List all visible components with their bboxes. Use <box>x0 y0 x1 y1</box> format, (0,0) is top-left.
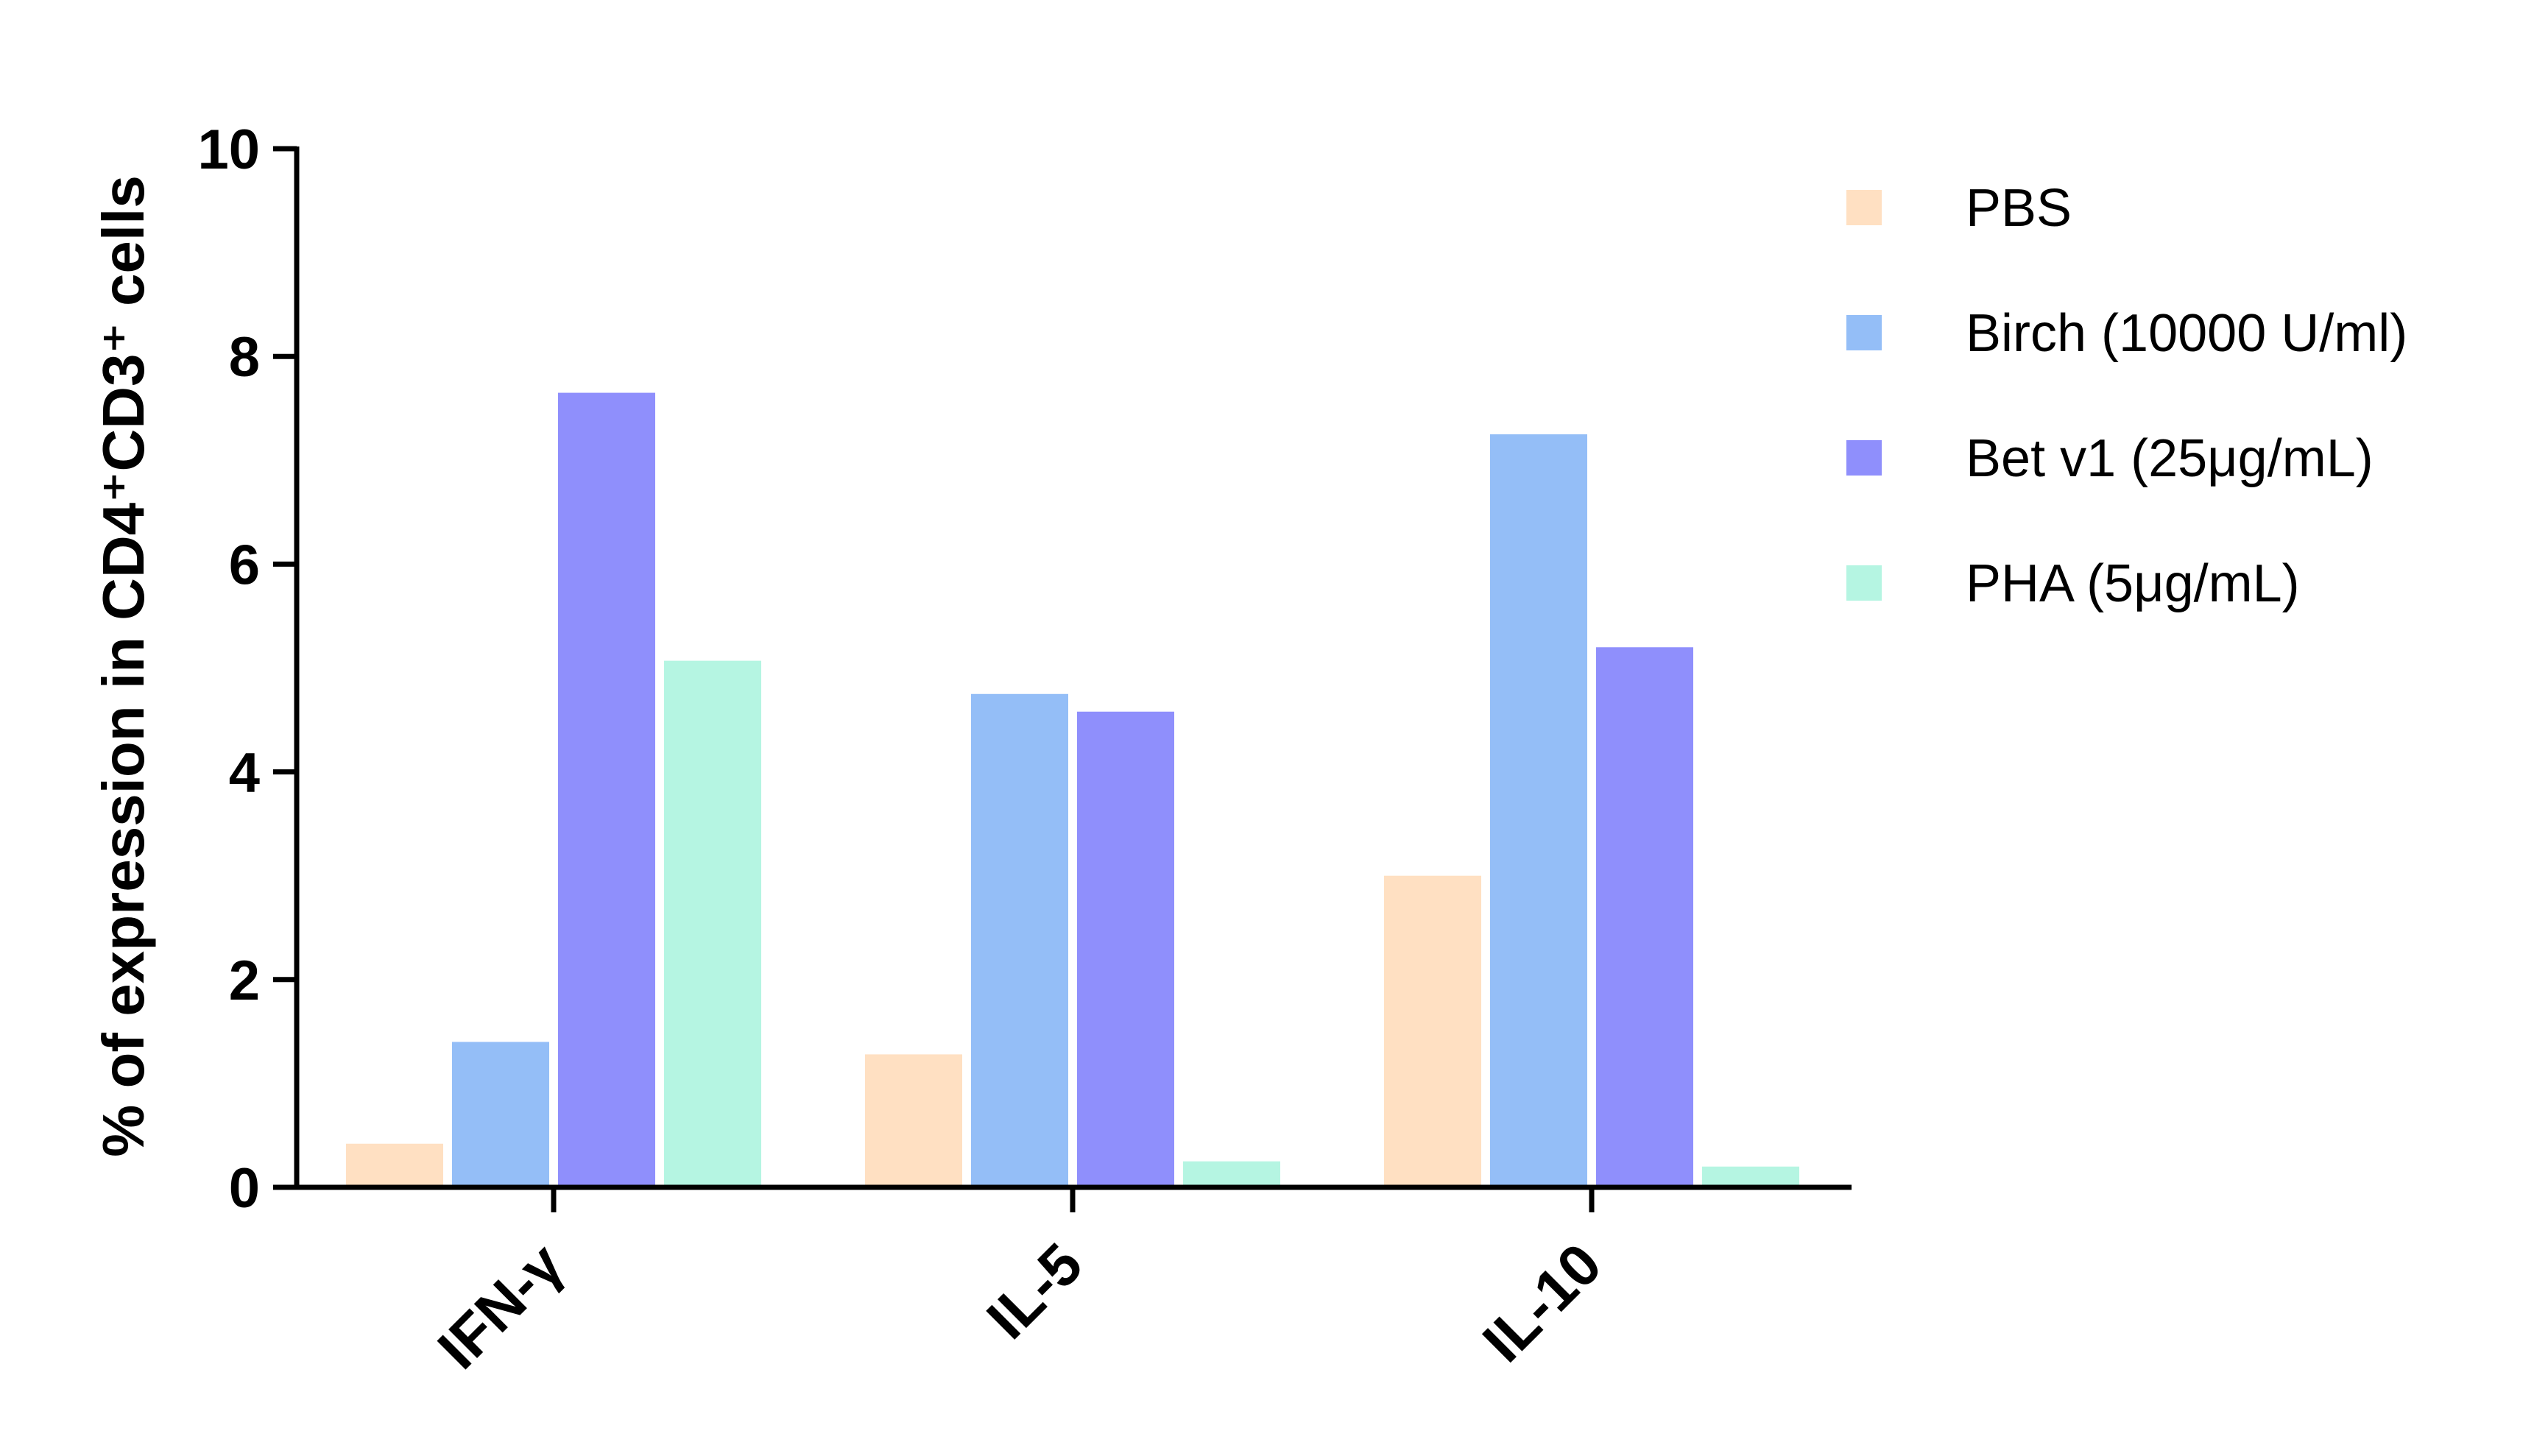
x-ticks: IFN-γ IL-5 IL-10 <box>426 1187 1614 1381</box>
legend-swatch <box>1846 565 1882 601</box>
y-tick-label: 8 <box>229 326 260 389</box>
y-tick-label: 2 <box>229 950 260 1012</box>
y-tick-label: 10 <box>197 119 260 181</box>
legend-label: PHA (5μg/mL) <box>1966 554 2300 613</box>
x-tick-label: IFN-γ <box>426 1231 576 1382</box>
bar-pha-il-10 <box>1702 1166 1799 1187</box>
y-tick-label: 0 <box>229 1157 260 1220</box>
bar-birch-il-5 <box>971 693 1068 1187</box>
bar-pbs-il-5 <box>865 1054 962 1187</box>
y-axis-label: % of expression in CD4⁺CD3⁺ cells <box>91 175 156 1157</box>
x-tick-label: IL-5 <box>975 1231 1095 1351</box>
bar-pbs-ifn-gamma <box>346 1143 443 1187</box>
legend-swatch <box>1846 315 1882 350</box>
y-tick-label: 6 <box>229 534 260 596</box>
bars-layer <box>346 392 1799 1188</box>
bar-birch-il-10 <box>1490 434 1587 1187</box>
bar-pha-ifn-gamma <box>664 660 761 1187</box>
y-tick-label: 4 <box>229 742 260 805</box>
bar-bet-v1-ifn-gamma <box>558 392 655 1188</box>
legend-swatch <box>1846 190 1882 225</box>
bar-bet-v1-il-10 <box>1596 647 1693 1187</box>
legend-swatch <box>1846 440 1882 476</box>
legend: PBS Birch (10000 U/ml) Bet v1 (25μg/mL) PHA… <box>1846 179 2407 613</box>
bar-pbs-il-10 <box>1384 875 1481 1187</box>
bar-pha-il-5 <box>1183 1161 1280 1187</box>
legend-label: Bet v1 (25μg/mL) <box>1966 429 2374 488</box>
legend-label: Birch (10000 U/ml) <box>1966 304 2407 363</box>
y-ticks: 0 2 4 6 8 10 <box>197 119 297 1220</box>
bar-birch-ifn-gamma <box>452 1042 549 1187</box>
x-tick-label: IL-10 <box>1470 1231 1614 1374</box>
legend-label: PBS <box>1966 179 2072 238</box>
bar-bet-v1-il-5 <box>1077 711 1174 1187</box>
